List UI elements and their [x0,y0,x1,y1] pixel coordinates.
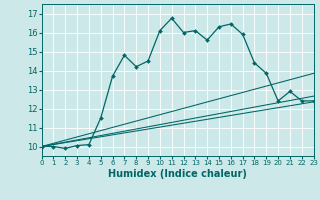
X-axis label: Humidex (Indice chaleur): Humidex (Indice chaleur) [108,169,247,179]
